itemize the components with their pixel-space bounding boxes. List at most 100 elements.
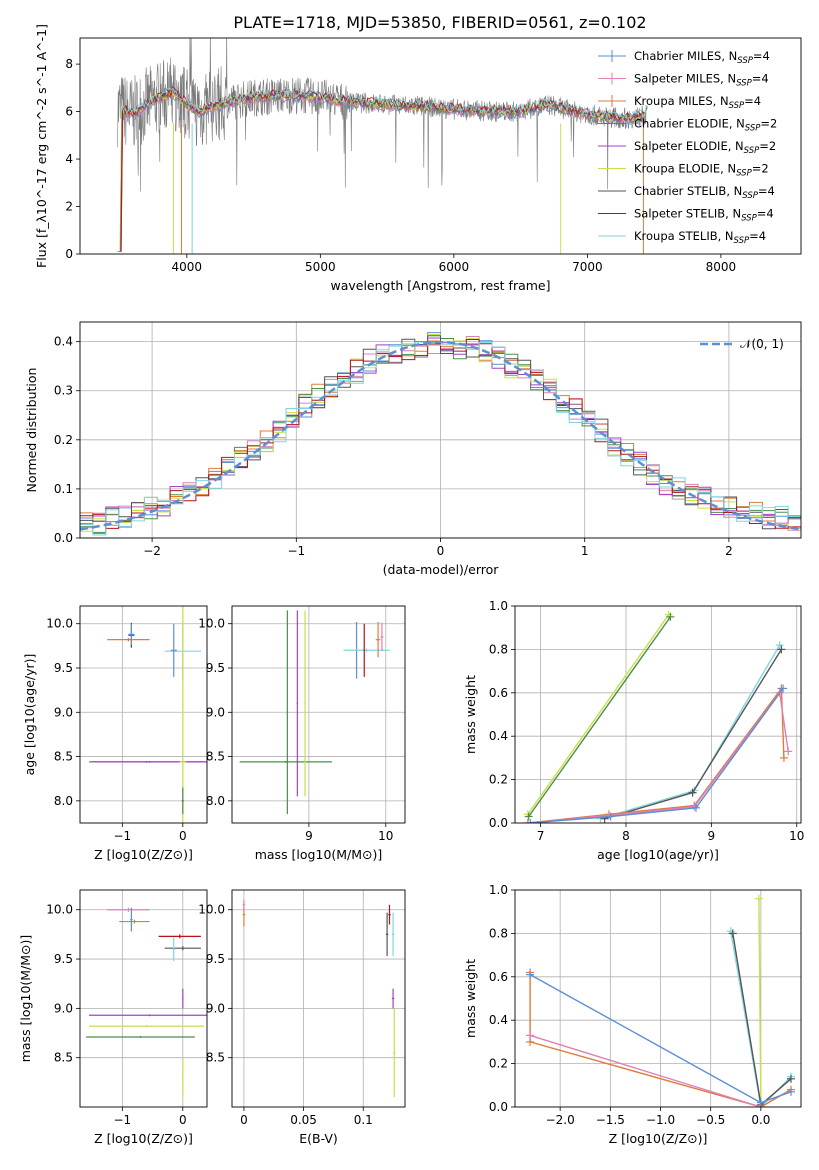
x-tick-label: −2.0 — [546, 1113, 575, 1127]
y-tick-label: 8.5 — [206, 1051, 225, 1065]
x-tick-label: −1.0 — [646, 1113, 675, 1127]
y-tick-label: 9.5 — [206, 661, 225, 675]
model-kroupa-stelib — [121, 87, 647, 120]
legend-label-main: Kroupa STELIB, N — [634, 229, 734, 243]
x-tick-label: 0 — [437, 544, 445, 558]
x-axis-label: wavelength [Angstrom, rest frame] — [330, 278, 550, 293]
plot-area — [232, 890, 405, 1107]
plot-area — [80, 890, 207, 1107]
legend-label-main: Salpeter MILES, N — [634, 72, 736, 86]
weight-line-kroupa-elodie — [758, 898, 762, 1107]
y-tick-label: 9.0 — [54, 705, 73, 719]
legend-label: Salpeter ELODIE, NSSP=2 — [634, 139, 776, 156]
legend-label-main: Chabrier MILES, N — [634, 49, 737, 63]
hist-kroupa-stelib — [80, 341, 801, 536]
x-tick-label: 10 — [378, 829, 393, 843]
y-tick-label: 10.0 — [46, 617, 73, 631]
legend-label-sub: SSP — [741, 214, 757, 224]
residual-histogram-panel: −2 −1 0 1 2 0.0 0.1 0.2 0.3 0.4 (data-model)/error… — [24, 321, 802, 577]
x-tick-label: 5000 — [305, 260, 336, 274]
plot-area — [515, 890, 801, 1107]
legend-label-sub: SSP — [729, 101, 745, 111]
y-tick-label: 8.0 — [54, 794, 73, 808]
legend-label: Chabrier ELODIE, NSSP=2 — [634, 117, 777, 134]
legend-label-sub: SSP — [744, 146, 760, 156]
age-vs-mass-panel: 9 10 8.0 8.5 9.0 9.5 10.0 mass [log10(M/M⊙)] — [198, 605, 406, 862]
legend-label: Kroupa ELODIE, NSSP=2 — [634, 162, 769, 179]
x-tick-label: 7000 — [572, 260, 603, 274]
age-vs-metallicity-panel: −1 0 8.0 8.5 9.0 9.5 10.0 Z [log10(Z/Z⊙)] age [l… — [22, 605, 208, 862]
legend-label: Kroupa MILES, NSSP=4 — [634, 94, 761, 111]
massweight-vs-age-panel: 7 8 9 10 0.0 0.2 0.4 0.6 0.8 1.0 age [log10(age/yr… — [463, 599, 804, 862]
x-tick-label: −1 — [113, 1113, 131, 1127]
y-tick-label: 0.1 — [54, 482, 73, 496]
legend-label-sub: SSP — [737, 56, 753, 66]
legend-label-count: =4 — [758, 184, 775, 198]
mass-vs-ebv-panel: 0 0.05 0.1 8.5 9.0 9.5 10.0 E(B-V) — [198, 889, 406, 1146]
y-tick-label: 10.0 — [46, 903, 73, 917]
y-tick-label: 0.0 — [489, 816, 508, 830]
x-tick-label: 0.05 — [290, 1113, 317, 1127]
weight-line-chabrier-miles — [530, 688, 784, 823]
legend-label: Salpeter MILES, NSSP=4 — [634, 72, 769, 89]
x-axis-label: E(B-V) — [299, 1131, 338, 1146]
plot-area — [515, 606, 801, 823]
y-tick-label: 0.0 — [54, 531, 73, 545]
normal-curve — [80, 340, 801, 531]
y-tick-label: 8.5 — [54, 750, 73, 764]
plot-area — [117, 38, 648, 254]
y-tick-label: 10.0 — [198, 617, 225, 631]
plot-area — [80, 322, 801, 538]
plot-area — [232, 606, 405, 823]
weight-line-salpeter-miles — [529, 1034, 762, 1107]
y-tick-label: 0.2 — [489, 1057, 508, 1071]
x-tick-label: 0.0 — [751, 1113, 770, 1127]
y-axis-label: Normed distribution — [24, 368, 39, 493]
x-tick-label: −1 — [287, 544, 305, 558]
spectrum-panel: 4000 5000 6000 7000 8000 0 2 4 6 8 wavelength [Ang… — [34, 24, 802, 293]
y-tick-label: 9.5 — [206, 952, 225, 966]
legend-label-main: Chabrier ELODIE, N — [634, 117, 745, 131]
axes-frame — [231, 889, 406, 1108]
figure-title: PLATE=1718, MJD=53850, FIBERID=0561, z=0… — [233, 13, 646, 32]
x-tick-label: 0 — [179, 829, 187, 843]
massweight-vs-metallicity-panel: −2.0 −1.5 −1.0 −0.5 0.0 0.0 0.2 0.4 0.6 0.8 1.0 Z [… — [463, 883, 802, 1146]
y-tick-label: 0.2 — [489, 773, 508, 787]
legend-label-count: =4 — [749, 229, 766, 243]
y-tick-label: 0.8 — [489, 926, 508, 940]
y-tick-label: 0.2 — [54, 433, 73, 447]
hist-salpeter-stelib — [80, 339, 801, 529]
legend-label-count: =4 — [744, 94, 761, 108]
legend-label-main: Salpeter ELODIE, N — [634, 139, 744, 153]
legend-label-sub: SSP — [736, 169, 752, 179]
x-tick-label: 9 — [305, 829, 313, 843]
axes-frame — [79, 321, 802, 539]
x-axis-label: Z [log10(Z/Z⊙)] — [609, 1131, 708, 1146]
x-tick-label: 7 — [537, 829, 545, 843]
x-axis-label: age [log10(age/yr)] — [597, 847, 719, 862]
weight-line-kroupa-miles — [529, 972, 792, 1107]
y-tick-label: 8.5 — [206, 750, 225, 764]
y-axis-label: Flux [f_λ10^-17 erg cm^-2 s^-1 A^-1] — [34, 24, 49, 268]
y-tick-label: 1.0 — [489, 599, 508, 613]
legend-label: Chabrier MILES, NSSP=4 — [634, 49, 770, 66]
legend-label-count: =4 — [757, 207, 774, 221]
legend-label: 𝒩(0, 1) — [740, 337, 784, 351]
y-tick-label: 0.6 — [489, 970, 508, 984]
x-tick-label: 0 — [179, 1113, 187, 1127]
axes-frame — [231, 605, 406, 824]
y-tick-label: 9.0 — [206, 1001, 225, 1015]
x-axis-label: (data-model)/error — [383, 562, 500, 577]
x-tick-label: 8000 — [706, 260, 737, 274]
axes-frame — [79, 605, 208, 824]
y-axis-label: age [log10(age/yr)] — [22, 654, 37, 776]
legend-label-sub: SSP — [742, 191, 758, 201]
y-tick-label: 9.5 — [54, 661, 73, 675]
y-tick-label: 4 — [65, 152, 73, 166]
legend-label-count: =4 — [753, 49, 770, 63]
x-tick-label: 4000 — [172, 260, 203, 274]
y-tick-label: 6 — [65, 105, 73, 119]
legend-label-main: Chabrier STELIB, N — [634, 184, 742, 198]
